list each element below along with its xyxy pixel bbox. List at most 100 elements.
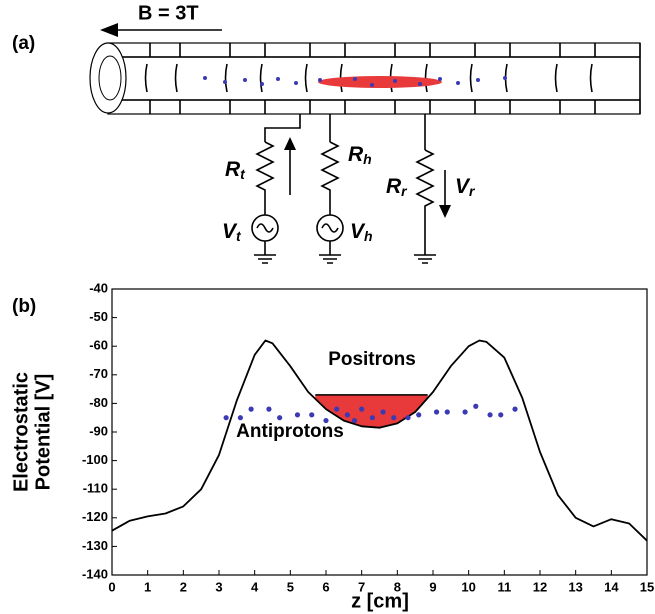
dot <box>276 77 280 81</box>
tube-mouth <box>98 55 122 101</box>
panel-label: (b) <box>12 296 36 317</box>
antiproton <box>248 406 254 412</box>
ground <box>254 241 436 264</box>
field-arrowhead <box>100 23 118 37</box>
x-tick-label: 7 <box>358 579 365 594</box>
gap <box>554 43 561 114</box>
antiproton <box>266 406 272 412</box>
antiproton-cloud <box>203 76 507 87</box>
antiproton <box>237 415 243 421</box>
resistor <box>415 149 435 255</box>
antiproton <box>359 406 365 412</box>
x-tick-label: 15 <box>640 579 654 594</box>
component-label: Vh <box>350 220 373 244</box>
dot <box>503 76 507 80</box>
gap <box>589 43 596 114</box>
component-label: Rt <box>225 158 246 182</box>
dot <box>260 82 264 86</box>
dot <box>353 77 357 81</box>
antiproton <box>462 409 468 415</box>
arrowhead <box>439 205 451 218</box>
y-tick-label: -140 <box>82 566 108 581</box>
dot <box>294 81 298 85</box>
x-axis-label: z [cm] <box>351 590 409 612</box>
antiproton <box>487 412 493 418</box>
x-tick-label: 2 <box>180 579 187 594</box>
dot <box>318 78 322 82</box>
gap <box>469 43 476 114</box>
dot <box>393 79 397 83</box>
antiproton <box>512 406 518 412</box>
annotation: Positrons <box>328 349 416 370</box>
antiproton <box>433 409 440 415</box>
component-label: Rr <box>386 175 408 199</box>
antiproton <box>498 412 504 418</box>
x-tick-label: 8 <box>394 579 401 594</box>
y-tick-label: -40 <box>89 280 108 295</box>
antiproton <box>405 415 411 421</box>
electrode-gaps <box>144 43 596 114</box>
dot <box>438 77 442 81</box>
gap <box>144 43 151 114</box>
x-tick-label: 5 <box>287 579 294 594</box>
plot-frame <box>111 288 648 576</box>
antiproton <box>334 406 340 412</box>
field-label: B = 3T <box>138 2 199 24</box>
gap <box>174 43 181 114</box>
y-tick-label: -110 <box>83 481 108 496</box>
antiproton <box>344 412 350 418</box>
antiproton <box>416 412 422 418</box>
x-tick-label: 6 <box>322 579 329 594</box>
trap-diagram: (a) B = 3T Rt Rh Rr Vt Vh Vr <box>12 2 641 264</box>
antiproton <box>294 412 301 418</box>
dot <box>203 76 207 80</box>
antiproton <box>277 415 283 421</box>
x-tick-label: 13 <box>568 579 582 594</box>
y-tick-label: -100 <box>82 452 108 467</box>
x-tick-label: 4 <box>251 579 259 594</box>
gap <box>259 43 266 114</box>
resistor <box>320 141 340 215</box>
antiproton <box>323 417 329 424</box>
antiproton <box>223 415 229 421</box>
gap <box>304 43 311 114</box>
antiproton <box>380 409 386 415</box>
potential-curve <box>111 339 648 542</box>
antiproton <box>391 415 397 421</box>
y-tick-label: -80 <box>89 395 108 410</box>
x-tick-label: 12 <box>533 579 547 594</box>
wire <box>264 114 426 150</box>
y-tick-label: -60 <box>89 338 108 353</box>
positron-cloud <box>318 76 442 88</box>
x-tick-label: 0 <box>108 579 115 594</box>
antiproton <box>473 403 479 409</box>
antiproton <box>444 409 450 415</box>
y-axis-label: Potential [V] <box>32 374 54 491</box>
dot <box>456 81 460 85</box>
y-tick-label: -120 <box>82 509 108 524</box>
x-tick-label: 9 <box>429 579 436 594</box>
sine <box>256 223 339 233</box>
dot <box>223 80 227 84</box>
antiproton <box>369 415 375 421</box>
dot <box>418 82 422 86</box>
dot <box>243 78 247 82</box>
component-label: Vt <box>222 220 242 244</box>
x-tick-label: 14 <box>604 579 619 594</box>
arrowhead <box>284 137 296 150</box>
x-tick-label: 3 <box>215 579 222 594</box>
y-tick-label: -90 <box>89 423 108 438</box>
y-axis-label: Electrostatic <box>10 372 32 492</box>
dot <box>476 78 480 82</box>
x-tick-label: 1 <box>144 579 151 594</box>
dot <box>370 83 374 87</box>
component-label: Vr <box>455 175 476 199</box>
y-tick-label: -130 <box>82 538 108 553</box>
annotation: Antiprotons <box>236 421 344 442</box>
y-tick-label: -50 <box>89 309 108 324</box>
antiproton <box>309 412 315 418</box>
x-tick-label: 11 <box>497 579 511 594</box>
y-tick-label: -70 <box>89 366 108 381</box>
